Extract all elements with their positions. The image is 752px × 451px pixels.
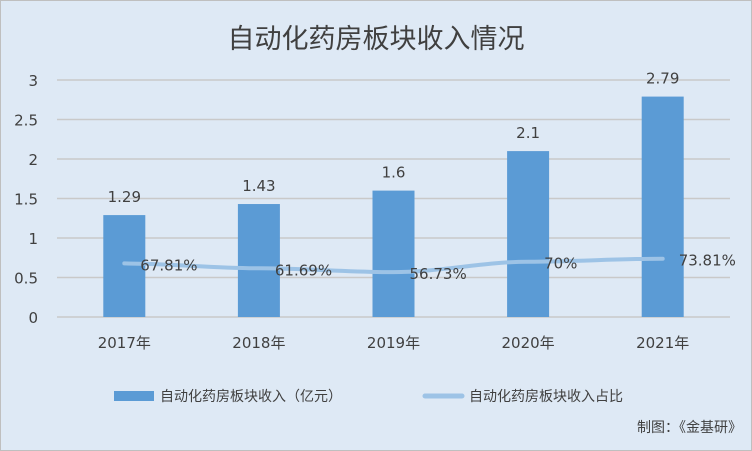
bar [507,151,550,317]
line-value-label: 67.81% [140,256,197,274]
line-value-label: 70% [544,255,577,273]
legend-line-label: 自动化药房板块收入占比 [469,389,623,405]
line-value-label: 56.73% [410,265,467,283]
bar [641,96,684,317]
y-tick-label: 1 [28,230,38,248]
x-tick-label: 2020年 [502,334,555,352]
bar [103,215,146,317]
legend: 自动化药房板块收入（亿元） 自动化药房板块收入占比 [114,389,623,405]
line-value-label: 73.81% [679,252,736,270]
legend-bar-label: 自动化药房板块收入（亿元） [160,389,342,405]
bar [237,204,280,317]
line-value-label: 61.69% [275,261,332,279]
source-note: 制图：《金基研》 [637,419,742,436]
bar-value-label: 2.1 [516,124,540,142]
y-tick-label: 1.5 [14,191,38,209]
bar-value-label: 1.43 [242,177,275,195]
x-tick-label: 2018年 [232,334,285,352]
x-tick-label: 2019年 [367,334,420,352]
bar [372,190,415,317]
y-tick-label: 2 [28,151,38,169]
y-tick-label: 2.5 [14,112,38,130]
y-tick-label: 0.5 [14,270,38,288]
x-tick-label: 2021年 [636,334,689,352]
bar-value-label: 1.6 [382,164,406,182]
bar-value-label: 2.79 [646,70,679,88]
bar-value-label: 1.29 [108,188,141,206]
y-tick-label: 0 [28,309,38,327]
y-tick-label: 3 [28,72,38,90]
x-tick-label: 2017年 [98,334,151,352]
chart-title: 自动化药房板块收入情况 [228,24,525,55]
legend-bar-swatch [114,391,154,401]
